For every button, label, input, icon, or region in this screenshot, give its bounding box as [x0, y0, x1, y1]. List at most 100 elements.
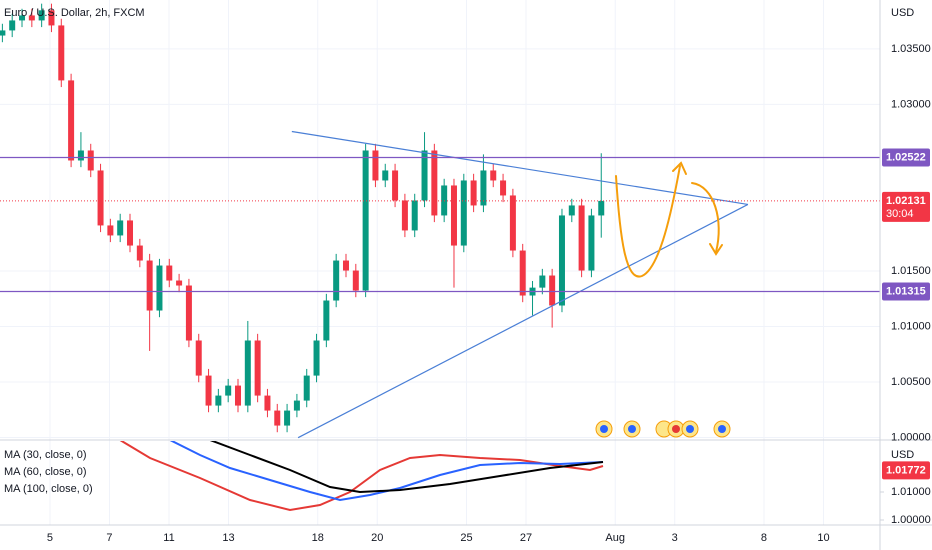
candle-body — [87, 150, 94, 171]
candle-body — [68, 80, 75, 161]
y-tick-label: 1.00500 — [891, 376, 931, 388]
candle-body — [460, 180, 467, 246]
last-value-tag-bg — [882, 461, 930, 480]
x-tick-label: 25 — [460, 532, 472, 544]
price-line-tag: 1.01315 — [886, 285, 926, 297]
candle-body — [549, 275, 556, 306]
candle-body — [205, 375, 212, 406]
candle-body — [411, 200, 418, 231]
ma-line — [169, 441, 604, 502]
y-tick-label: 1.01000 — [891, 486, 931, 498]
arrow-head — [709, 243, 723, 256]
y-tick-label: 1.03500 — [891, 43, 931, 55]
x-tick-label: 18 — [312, 532, 324, 544]
forecast-arrows — [615, 161, 723, 278]
candle-body — [284, 410, 291, 426]
candle-body — [401, 200, 408, 231]
candle-body — [372, 150, 379, 181]
candle-body — [352, 270, 359, 291]
y-tick-label: 1.01500 — [891, 265, 931, 277]
candle-body — [568, 205, 575, 216]
candle-body — [274, 410, 281, 426]
axis-unit: USD — [891, 7, 914, 19]
candle-body — [146, 260, 153, 311]
candle-body — [166, 265, 173, 281]
x-tick-label: 10 — [817, 532, 829, 544]
candle-body — [244, 340, 251, 406]
x-tick-label: 7 — [106, 532, 112, 544]
countdown: 30:04 — [886, 208, 914, 220]
price-line-tag-bg — [882, 282, 930, 301]
candle-body — [490, 170, 497, 181]
event-icon-dot — [600, 425, 608, 433]
candle-body — [509, 195, 516, 251]
trendline — [297, 203, 749, 439]
candle-body — [77, 150, 84, 161]
arrow-head — [672, 161, 687, 175]
candle-body — [382, 170, 389, 181]
candle-body — [58, 25, 65, 81]
event-icon-dot — [672, 425, 680, 433]
candle-body — [362, 150, 369, 291]
candle-body — [19, 15, 26, 21]
x-tick-label: 13 — [222, 532, 234, 544]
candle-body — [97, 170, 104, 226]
candle-body — [28, 15, 35, 21]
candle-body — [598, 200, 605, 216]
candle-body — [254, 340, 261, 396]
candle-body — [185, 285, 192, 341]
candle-body — [234, 385, 241, 406]
candle-body — [264, 395, 271, 411]
event-icon-dot — [718, 425, 726, 433]
candle-body — [480, 170, 487, 206]
candle-body — [225, 385, 232, 396]
candle-body — [127, 220, 134, 246]
candle-body — [578, 205, 585, 271]
candle-body — [431, 150, 438, 216]
arrow-path — [691, 182, 720, 253]
x-tick-label: 3 — [672, 532, 678, 544]
price-line-tag: 1.02522 — [886, 151, 926, 163]
x-tick-label: 27 — [520, 532, 532, 544]
candle-body — [342, 260, 349, 271]
x-tick-label: Aug — [605, 532, 625, 544]
candle-body — [450, 185, 457, 246]
candle-body — [136, 245, 143, 261]
legend-entry: MA (60, close, 0) — [4, 466, 87, 478]
event-icon-dot — [628, 425, 636, 433]
price-line-tag-bg — [882, 148, 930, 167]
candle-body — [48, 10, 55, 26]
x-tick-label: 5 — [47, 532, 53, 544]
candle-body — [303, 375, 310, 401]
ma-line — [209, 441, 604, 494]
candle-body — [117, 220, 124, 236]
legend-entry: MA (100, close, 0) — [4, 483, 93, 495]
candle-body — [195, 340, 202, 376]
event-icon-dot — [686, 425, 694, 433]
candle-body — [588, 215, 595, 271]
trendline — [291, 130, 749, 206]
axis-unit: USD — [891, 449, 914, 461]
y-tick-label: 1.00000 — [891, 431, 931, 443]
arrow-path — [615, 165, 681, 278]
candle-body — [293, 400, 300, 411]
price-pane — [0, 3, 880, 439]
chart-title: Euro / U.S. Dollar, 2h, FXCM — [4, 7, 145, 19]
candle-body — [421, 150, 428, 201]
x-tick-label: 11 — [163, 532, 174, 544]
candle-body — [333, 260, 340, 301]
candle-body — [470, 180, 477, 206]
x-tick-label: 20 — [371, 532, 383, 544]
y-tick-label: 1.03000 — [891, 98, 931, 110]
candle-body — [392, 170, 399, 201]
candle-body — [500, 180, 507, 196]
candle-body — [0, 30, 6, 36]
candle-body — [215, 395, 222, 406]
candle-body — [323, 300, 330, 341]
current-price-tag: 1.02131 — [886, 195, 926, 207]
y-tick-label: 1.01000 — [891, 320, 931, 332]
candle-body — [558, 215, 565, 306]
candle-body — [539, 275, 546, 288]
event-icons — [595, 420, 731, 438]
